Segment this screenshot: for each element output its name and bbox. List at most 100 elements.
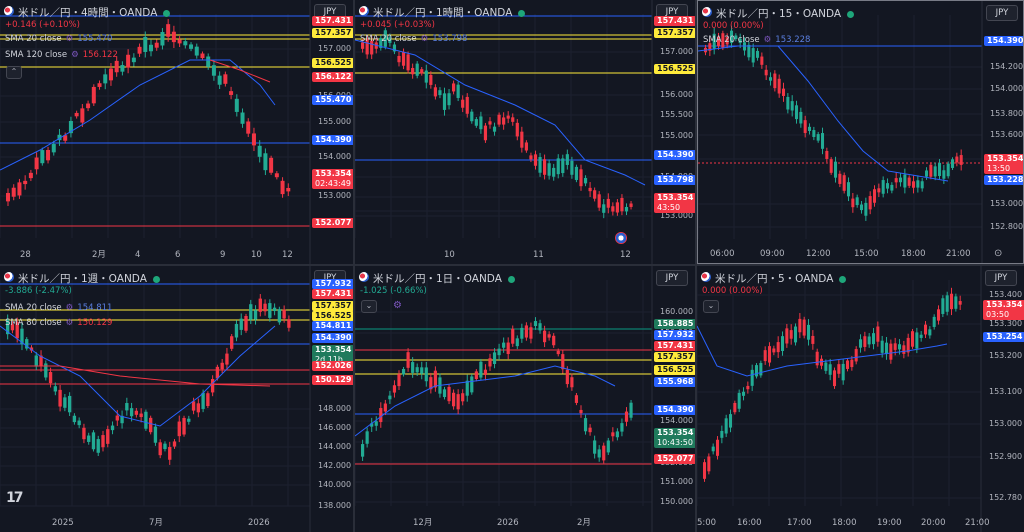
price-chart-canvas[interactable] <box>697 266 1024 532</box>
chart-title[interactable]: 米ドル／円・1週・OANDA <box>18 271 160 286</box>
price-tag[interactable]: 156.525 <box>654 64 695 74</box>
price-tag[interactable]: 156.525 <box>654 365 695 375</box>
chart-panel-15m[interactable]: 米ドル／円・15・OANDA 0.000 (0.00%) SMA 20 close ⚙… <box>697 0 1024 264</box>
time-axis-label: 6 <box>175 250 181 260</box>
price-tag[interactable]: 157.431 <box>654 341 695 351</box>
price-tag[interactable]: 156.122 <box>312 72 353 82</box>
price-tag[interactable]: 153.354 13:50 <box>984 154 1023 174</box>
price-axis-label: 152.800 <box>990 222 1024 231</box>
price-tag[interactable]: 157.357 <box>654 352 695 362</box>
indicator-legend[interactable]: SMA 20 close ⚙ 155.470 <box>5 34 112 44</box>
chart-panel-5m[interactable]: 米ドル／円・5・OANDA 0.000 (0.00%) ⌄ JPY 153.400 153… <box>697 266 1024 532</box>
price-tag[interactable]: 152.026 <box>312 361 353 371</box>
price-tag[interactable]: 153.354 10:43:50 <box>654 428 695 448</box>
currency-button[interactable]: JPY <box>985 270 1017 286</box>
price-tag[interactable]: 156.525 <box>312 311 353 321</box>
price-tag[interactable]: 155.470 <box>312 95 353 105</box>
price-tag[interactable]: 154.811 <box>312 321 353 331</box>
price-tag[interactable]: 153.354 02:43:49 <box>312 169 353 189</box>
price-tag[interactable]: 156.525 <box>312 58 353 68</box>
indicator-settings-icon[interactable]: ⚙ <box>65 303 74 313</box>
candle-body <box>456 394 460 410</box>
price-tag[interactable]: 157.357 <box>654 28 695 38</box>
legend-toggle-chevron-icon[interactable]: ⌄ <box>703 300 719 313</box>
currency-button[interactable]: JPY <box>656 270 688 286</box>
price-tag[interactable]: 157.357 <box>312 301 353 311</box>
time-axis-label: 2月 <box>92 250 106 260</box>
price-tag[interactable]: 158.885 <box>654 319 695 329</box>
chart-title[interactable]: 米ドル／円・15・OANDA <box>716 6 855 21</box>
chart-panel-1w[interactable]: 米ドル／円・1週・OANDA -3.886 (-2.47%) SMA 20 clos… <box>0 266 353 532</box>
price-tag[interactable]: 150.129 <box>312 375 353 385</box>
chart-title[interactable]: 米ドル／円・4時間・OANDA <box>18 5 171 20</box>
chart-panel-1d[interactable]: 米ドル／円・1日・OANDA -1.025 (-0.66%) ⌄ ⚙ JPY 160.00… <box>355 266 695 532</box>
indicator-label: SMA 20 close <box>5 34 62 44</box>
divider-vertical-1[interactable] <box>353 0 355 532</box>
countdown-timer: 03:50 <box>986 310 1010 319</box>
price-tag[interactable]: 157.431 <box>654 16 695 26</box>
indicator-settings-icon[interactable]: ⚙ <box>65 34 74 44</box>
chart-title[interactable]: 米ドル／円・1時間・OANDA <box>373 5 526 20</box>
price-tag[interactable]: 155.968 <box>654 377 695 387</box>
price-tag[interactable]: 154.390 <box>984 36 1023 46</box>
currency-button[interactable]: JPY <box>986 5 1018 21</box>
candle-body <box>867 336 871 345</box>
economic-event-flag-icon[interactable] <box>615 232 627 244</box>
price-tag[interactable]: 153.254 <box>983 332 1024 342</box>
tradingview-logo-icon[interactable]: 17 <box>6 490 24 506</box>
indicator-settings-icon[interactable]: ⚙ <box>763 35 772 45</box>
indicator-settings-icon[interactable]: ⚙ <box>71 50 79 60</box>
price-tag[interactable]: 153.228 <box>984 175 1023 185</box>
legend-toggle-chevron-icon[interactable]: ⌄ <box>361 300 377 313</box>
indicator-settings-icon[interactable]: ⚙ <box>393 300 402 311</box>
price-chart-canvas[interactable] <box>698 1 1024 264</box>
price-tag[interactable]: 152.077 <box>654 454 695 464</box>
candle-body <box>220 362 224 370</box>
price-tag[interactable]: 153.354 2d 11h <box>312 345 353 365</box>
divider-horizontal[interactable] <box>0 264 1024 266</box>
candle-body <box>211 65 216 76</box>
price-tag[interactable]: 154.390 <box>312 333 353 343</box>
price-tag[interactable]: 153.354 03:50 <box>983 300 1024 320</box>
candle-body <box>816 134 820 141</box>
chart-settings-icon[interactable]: ⊙ <box>994 248 1003 259</box>
chart-panel-1h[interactable]: 米ドル／円・1時間・OANDA +0.045 (+0.03%) SMA 20 clo… <box>355 0 695 264</box>
indicator-settings-icon[interactable]: ⚙ <box>420 34 429 44</box>
price-tag[interactable]: 152.077 <box>312 218 353 228</box>
candle-body <box>511 328 515 344</box>
candle-body <box>87 435 91 442</box>
indicator-legend[interactable]: SMA 20 close ⚙ 153.228 <box>703 35 810 45</box>
price-tag[interactable]: 157.932 <box>312 279 353 289</box>
chart-panel-4h[interactable]: 米ドル／円・4時間・OANDA +0.146 (+0.10%) SMA 20 clo… <box>0 0 353 264</box>
legend-toggle-chevron-icon[interactable]: ⌃ <box>6 66 22 79</box>
price-chart-canvas[interactable] <box>0 266 353 532</box>
candle-body <box>11 187 16 197</box>
price-axis-label: 157.000 <box>660 47 694 56</box>
candle-body <box>465 380 469 396</box>
indicator-legend[interactable]: SMA 80 close ⚙ 150.129 <box>5 318 112 328</box>
price-tag[interactable]: 157.431 <box>312 16 353 26</box>
price-tag[interactable]: 153.354 43:50 <box>654 193 695 213</box>
divider-vertical-2[interactable] <box>695 0 697 532</box>
chart-title[interactable]: 米ドル／円・5・OANDA <box>715 271 847 286</box>
indicator-legend[interactable]: SMA 120 close ⚙ 156.122 <box>5 50 118 60</box>
chart-title[interactable]: 米ドル／円・1日・OANDA <box>373 271 515 286</box>
candle-body <box>392 385 397 393</box>
moving-average-line <box>698 45 949 182</box>
price-chart-canvas[interactable] <box>0 0 353 264</box>
indicator-legend[interactable]: SMA 20 close ⚙ 154.811 <box>5 303 112 313</box>
price-tag[interactable]: 157.357 <box>312 28 353 38</box>
price-chart-canvas[interactable] <box>355 0 695 264</box>
candle-body <box>624 411 629 422</box>
price-tag[interactable]: 157.431 <box>312 289 353 299</box>
price-tag[interactable]: 157.932 <box>654 330 695 340</box>
price-tag[interactable]: 154.390 <box>312 135 353 145</box>
moving-average-line <box>0 365 271 387</box>
price-chart-canvas[interactable] <box>355 266 695 532</box>
candle-body <box>873 189 877 203</box>
price-tag[interactable]: 153.798 <box>654 175 695 185</box>
price-tag[interactable]: 154.390 <box>654 150 695 160</box>
price-tag[interactable]: 154.390 <box>654 405 695 415</box>
indicator-legend[interactable]: SMA 20 close ⚙ 153.798 <box>360 34 467 44</box>
indicator-settings-icon[interactable]: ⚙ <box>65 318 74 328</box>
